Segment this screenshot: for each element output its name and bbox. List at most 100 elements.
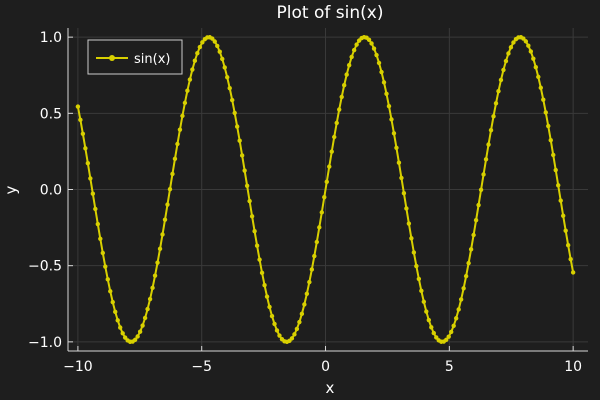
data-point: [521, 36, 526, 41]
data-point: [222, 65, 227, 70]
y-tick-label: −0.5: [28, 259, 62, 275]
data-point: [483, 157, 489, 162]
data-point: [563, 228, 568, 233]
data-point: [381, 80, 387, 85]
data-point: [239, 153, 245, 158]
data-point: [175, 141, 180, 147]
data-point: [170, 171, 175, 177]
data-point: [277, 333, 282, 338]
data-point: [344, 72, 349, 77]
data-point: [568, 256, 573, 262]
data-point: [269, 313, 275, 319]
data-point: [414, 263, 419, 269]
data-point: [444, 337, 449, 343]
data-point: [297, 319, 302, 325]
data-point: [90, 191, 96, 196]
data-point: [327, 164, 332, 169]
data-point: [122, 335, 128, 340]
data-point: [476, 202, 481, 208]
data-point: [83, 146, 88, 151]
data-point: [232, 110, 237, 116]
data-point: [449, 329, 454, 335]
data-point: [317, 225, 322, 230]
data-point: [536, 74, 541, 80]
data-point: [426, 317, 431, 323]
data-point: [421, 299, 427, 304]
data-point: [88, 176, 93, 181]
data-point: [177, 127, 183, 132]
data-point: [200, 40, 205, 45]
data-point: [78, 117, 83, 123]
data-point: [431, 330, 436, 336]
data-point: [187, 77, 193, 82]
data-point: [195, 51, 200, 56]
data-point: [339, 94, 344, 100]
data-point: [257, 257, 262, 262]
data-point: [396, 160, 402, 165]
data-point: [115, 318, 120, 323]
data-point: [546, 123, 551, 129]
data-point: [147, 296, 153, 302]
data-point: [227, 85, 232, 91]
data-point: [468, 247, 474, 252]
data-point: [486, 142, 491, 147]
data-point: [511, 40, 516, 45]
data-point: [180, 113, 185, 119]
data-point: [548, 138, 553, 143]
data-point: [93, 206, 98, 212]
data-point: [217, 49, 222, 54]
data-point: [322, 194, 327, 200]
legend-marker-sample: [109, 55, 115, 61]
y-tick-label: −1.0: [28, 335, 62, 351]
data-point: [185, 88, 190, 93]
data-point: [113, 309, 118, 315]
data-point: [341, 83, 347, 88]
data-point: [324, 179, 329, 185]
data-point: [262, 283, 267, 288]
data-point: [404, 206, 409, 211]
data-point: [411, 250, 417, 255]
data-point: [570, 270, 576, 275]
data-point: [118, 325, 123, 330]
data-point: [215, 43, 220, 49]
data-point: [379, 69, 384, 75]
data-point: [254, 243, 260, 248]
data-point: [543, 110, 548, 115]
data-point: [172, 156, 178, 162]
x-tick-label: 5: [445, 359, 454, 375]
data-point: [458, 297, 464, 302]
data-point: [369, 41, 374, 46]
tick-layer: −10 −5 0 5 10 −1.0 −0.5 0.0 0.5 1.0: [28, 30, 582, 375]
data-point: [453, 316, 459, 321]
data-point: [493, 101, 499, 106]
data-point: [292, 332, 297, 337]
x-tick-label: 10: [564, 359, 582, 375]
data-point: [152, 273, 158, 278]
data-point: [386, 103, 392, 109]
data-point: [299, 311, 305, 317]
data-point: [384, 91, 389, 96]
data-point: [471, 232, 476, 238]
data-point: [531, 56, 536, 61]
data-point: [558, 198, 563, 203]
data-point: [463, 273, 469, 279]
data-point: [523, 39, 529, 44]
data-point: [192, 58, 198, 63]
data-point: [401, 190, 407, 196]
data-point: [105, 277, 110, 282]
data-point: [162, 217, 168, 222]
data-point: [538, 85, 543, 90]
data-point: [481, 172, 486, 177]
data-point: [506, 51, 511, 56]
data-point: [312, 253, 317, 259]
data-point: [451, 323, 456, 328]
data-point: [488, 127, 494, 133]
data-point: [371, 46, 377, 51]
data-point: [103, 264, 108, 269]
data-point: [167, 187, 173, 192]
data-point: [230, 97, 235, 103]
series-layer: [75, 34, 576, 345]
data-point: [498, 77, 504, 83]
data-point: [394, 145, 399, 150]
